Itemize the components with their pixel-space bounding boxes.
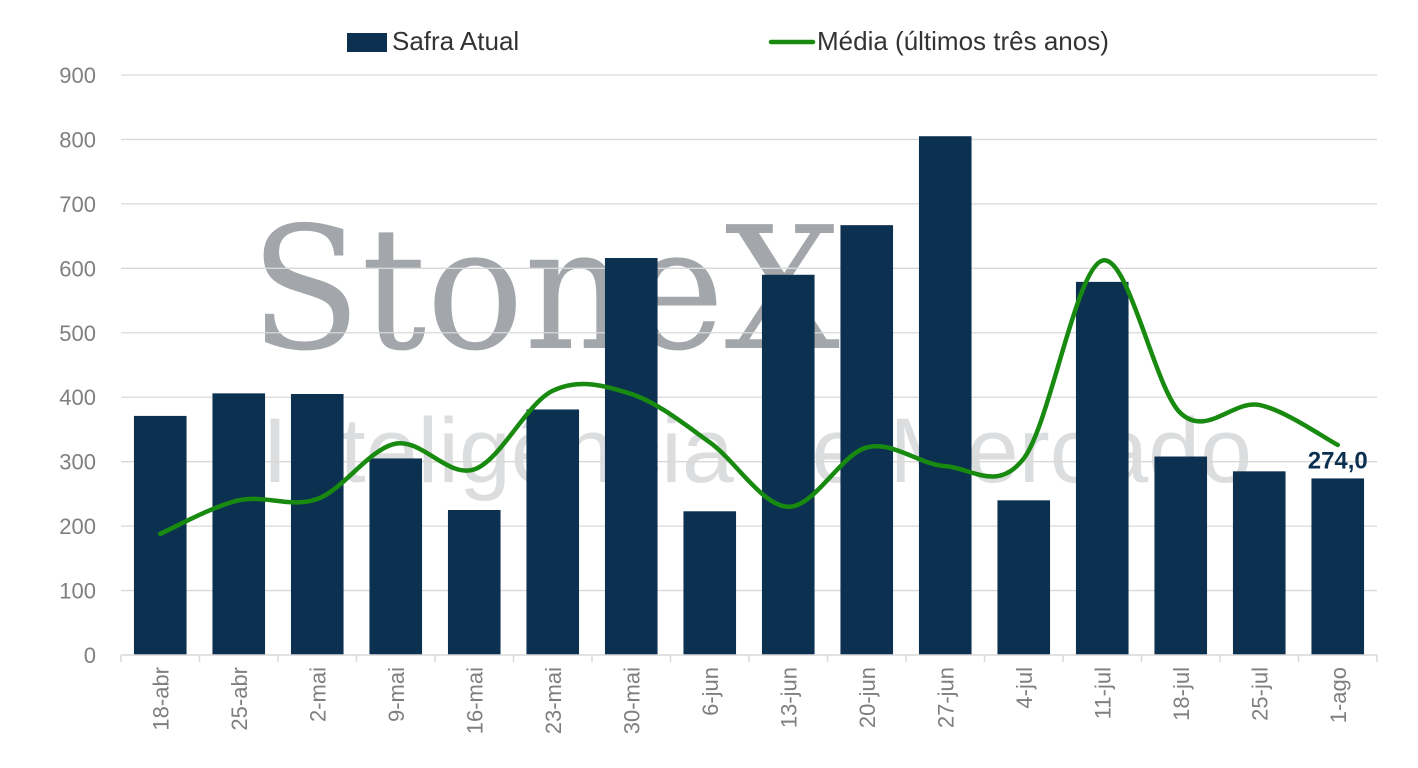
x-tick-label: 4-jul (1012, 667, 1037, 709)
bar (526, 409, 580, 655)
x-tick-label: 30-mai (619, 667, 644, 734)
x-tick-label: 18-jul (1169, 667, 1194, 721)
x-tick-label: 18-abr (148, 667, 173, 731)
bar (290, 394, 344, 655)
line-series (158, 258, 1340, 537)
x-tick-label: 11-jul (1090, 667, 1115, 719)
y-tick-label: 400 (59, 385, 96, 410)
x-tick-label: 20-jun (855, 667, 880, 728)
legend-swatch-bar (347, 33, 387, 52)
data-label: 274,0 (1308, 447, 1368, 474)
bar (447, 510, 501, 655)
legend-label-bar: Safra Atual (392, 26, 519, 56)
x-tick-label: 6-jun (698, 667, 723, 716)
bar (369, 458, 423, 655)
bar (918, 136, 972, 655)
y-tick-label: 500 (59, 321, 96, 346)
bar (1154, 456, 1208, 655)
line-average (158, 258, 1340, 537)
y-tick-label: 600 (59, 256, 96, 281)
bar (840, 225, 894, 655)
y-tick-label: 900 (59, 63, 96, 88)
x-tick-label: 27-jun (933, 667, 958, 728)
y-axis: 0 100 200 300 400 500 600 700 800 900 (59, 63, 96, 668)
data-labels: 274,0 (1308, 447, 1368, 474)
bar (761, 274, 815, 655)
x-tick-label: 23-mai (541, 667, 566, 734)
bar (1075, 281, 1129, 655)
x-axis: 18-abr 25-abr 2-mai 9-mai 16-mai 23-mai 30-mai… (120, 654, 1378, 734)
x-tick-label: 16-mai (462, 667, 487, 734)
y-tick-label: 100 (59, 579, 96, 604)
x-tick-label: 25-jul (1247, 667, 1272, 721)
bar (604, 258, 658, 655)
bar (997, 500, 1051, 655)
x-tick-label: 2-mai (305, 667, 330, 722)
y-tick-label: 700 (59, 192, 96, 217)
y-tick-label: 300 (59, 450, 96, 475)
x-tick-label: 13-jun (776, 667, 801, 728)
x-tick-label: 1-ago (1326, 667, 1351, 723)
y-tick-label: 800 (59, 127, 96, 152)
y-tick-label: 0 (84, 643, 96, 668)
x-tick-label: 25-abr (227, 667, 252, 731)
bar (683, 511, 737, 655)
watermark-logo: StoneX (250, 191, 840, 389)
legend-label-line: Média (últimos três anos) (817, 26, 1109, 56)
legend: Safra Atual Média (últimos três anos) (347, 26, 1109, 56)
bar (1311, 478, 1365, 655)
bar-series (133, 136, 1365, 655)
y-tick-label: 200 (59, 514, 96, 539)
bar (212, 393, 266, 655)
x-tick-label: 9-mai (384, 667, 409, 722)
bar (1232, 471, 1286, 655)
